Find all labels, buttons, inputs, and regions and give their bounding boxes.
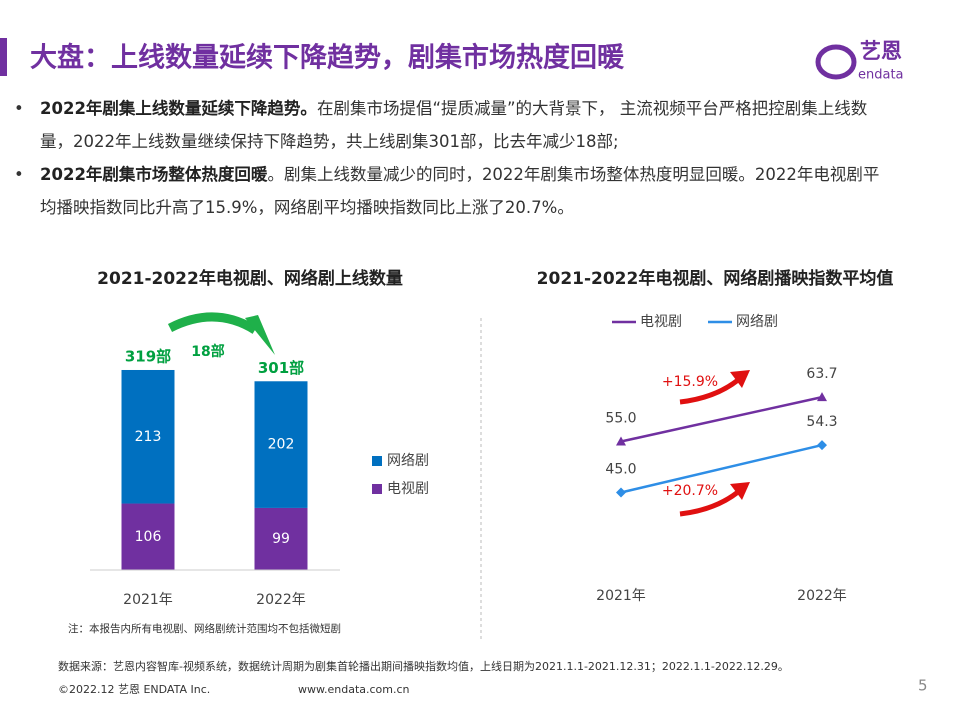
red-arrow (679, 378, 740, 405)
red-arrow-head (730, 370, 750, 388)
segment-label: 202 (268, 437, 295, 453)
legend-swatch (372, 484, 382, 494)
segment-label: 213 (135, 429, 162, 445)
red-arrow (679, 490, 740, 517)
legend-label: 电视剧 (387, 481, 429, 497)
bullets: • 2022年剧集上线数量延续下降趋势。在剧集市场提倡“提质减量”的大背景下， 主… (14, 92, 894, 224)
logo-icon (815, 44, 857, 80)
series-line (620, 443, 823, 494)
total-label: 301部 (258, 359, 304, 377)
bullet: • 2022年剧集市场整体热度回暖。剧集上线数量减少的同时，2022年剧集市场整体… (14, 165, 880, 217)
total-label: 319部 (125, 347, 171, 365)
series-line (620, 395, 823, 443)
bar-segment (254, 381, 308, 508)
value-label: 54.3 (806, 414, 837, 430)
legend-label: 电视剧 (640, 314, 682, 330)
bullet-text: 在剧集市场提倡“提质减量”的大背景下， 主流视频平台严格把控剧集上线数量，202… (40, 99, 868, 151)
x-tick-label: 2022年 (797, 588, 847, 604)
point (817, 440, 827, 451)
bullet: • 2022年剧集上线数量延续下降趋势。在剧集市场提倡“提质减量”的大背景下， 主… (14, 99, 868, 151)
annotation: 18部 (191, 343, 224, 360)
point (616, 436, 626, 446)
logo-en: endata (858, 68, 904, 83)
legend-swatch (372, 456, 382, 466)
title-bar (0, 38, 7, 76)
page-title: 大盘：上线数量延续下降趋势，剧集市场热度回暖 (30, 42, 625, 74)
segment-label: 106 (135, 529, 162, 545)
green-arrow (167, 312, 258, 334)
red-arrow-head (730, 482, 750, 500)
value-label: 63.7 (806, 366, 837, 382)
x-tick-label: 2022年 (256, 592, 306, 608)
value-label: 55.0 (605, 411, 636, 427)
logo-cn: 艺恩 (860, 39, 902, 63)
website: www.endata.com.cn (298, 683, 410, 696)
annotation: +20.7% (662, 483, 718, 499)
segment-label: 99 (272, 531, 290, 547)
bar-segment (254, 507, 308, 570)
legend-label: 网络剧 (387, 453, 429, 469)
x-tick-label: 2021年 (596, 588, 646, 604)
green-arrow-head (245, 315, 275, 355)
bullet-bold: 2022年剧集市场整体热度回暖 (40, 165, 268, 184)
bar-segment (121, 503, 175, 570)
bullet-text: 。剧集上线数量减少的同时，2022年剧集市场整体热度明显回暖。2022年电视剧平… (40, 165, 880, 217)
point (817, 392, 827, 402)
note: 注：本报告内所有电视剧、网络剧统计范围均不包括微短剧 (68, 622, 341, 635)
copyright: ©2022.12 艺恩 ENDATA Inc. (58, 683, 210, 696)
annotation: +15.9% (662, 374, 718, 390)
bullet-bold: 2022年剧集上线数量延续下降趋势。 (40, 99, 317, 118)
bar-segment (121, 369, 175, 504)
value-label: 45.0 (605, 462, 636, 478)
point (616, 487, 626, 498)
x-tick-label: 2021年 (123, 592, 173, 608)
chart-title: 2021-2022年电视剧、网络剧播映指数平均值 (537, 268, 894, 289)
legend-label: 网络剧 (736, 314, 778, 330)
page-number: 5 (918, 677, 928, 695)
source: 数据来源：艺恩内容智库-视频系统，数据统计周期为剧集首轮播出期间播映指数均值，上… (58, 659, 789, 673)
chart-title: 2021-2022年电视剧、网络剧上线数量 (97, 268, 403, 289)
